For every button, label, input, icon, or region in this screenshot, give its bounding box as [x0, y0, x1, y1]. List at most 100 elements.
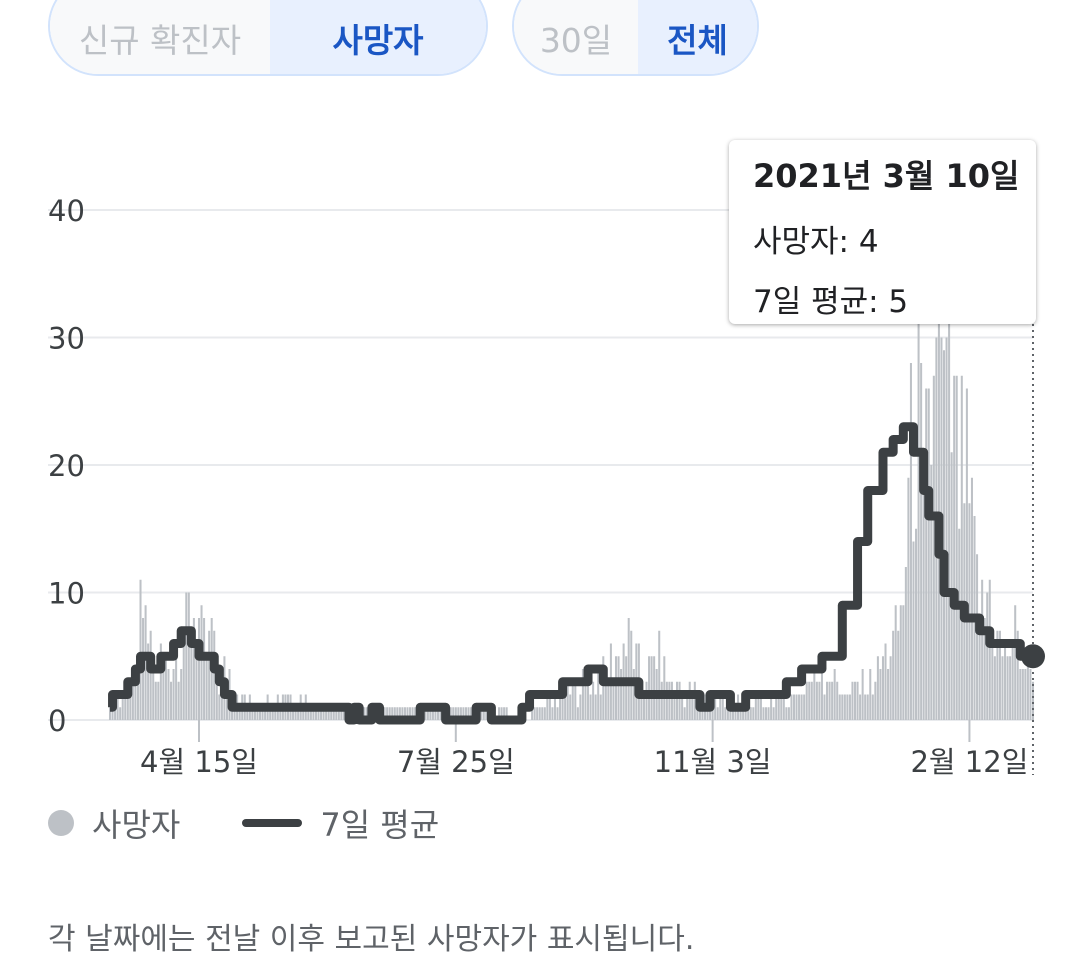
tab-deaths[interactable]: 사망자: [270, 0, 486, 74]
tab-all[interactable]: 전체: [638, 0, 757, 74]
tooltip-average: 7일 평균: 5: [753, 284, 909, 320]
death-bar: [1009, 656, 1012, 720]
death-bar: [398, 707, 401, 720]
death-bar: [917, 312, 920, 720]
death-bar: [645, 681, 648, 720]
death-bar: [330, 707, 333, 720]
death-bar: [1026, 656, 1029, 720]
death-bar: [294, 707, 297, 720]
bar-series: [108, 299, 1035, 720]
death-bar: [454, 707, 457, 720]
death-bar: [314, 707, 317, 720]
death-bar: [841, 694, 844, 720]
death-bar: [238, 707, 241, 720]
y-tick-label: 0: [48, 704, 66, 738]
death-bar: [195, 643, 198, 720]
death-bar: [200, 605, 203, 720]
death-bar: [154, 681, 157, 720]
death-bar: [426, 707, 429, 720]
death-bar: [838, 694, 841, 720]
death-bar: [271, 707, 274, 720]
death-bar: [1011, 643, 1014, 720]
death-bar: [815, 681, 818, 720]
death-bar: [134, 669, 137, 720]
death-bar: [604, 669, 607, 720]
death-bar: [894, 605, 897, 720]
death-bar: [459, 707, 462, 720]
death-bar: [686, 694, 689, 720]
death-bar: [213, 630, 216, 720]
death-bar: [876, 656, 879, 720]
death-bar: [833, 669, 836, 720]
death-bar: [632, 669, 635, 720]
death-bar: [693, 681, 696, 720]
y-tick-label: 30: [48, 322, 85, 356]
death-bar: [922, 452, 925, 720]
death-bar: [792, 694, 796, 720]
legend-bar-swatch: [48, 810, 74, 836]
death-bar: [108, 707, 112, 720]
deaths-chart[interactable]: 0 10 20 30 40 4월 15일 7월 25일 11월 3일 2월 12일: [0, 0, 1080, 800]
death-bar: [159, 643, 162, 720]
death-bar: [810, 681, 813, 720]
tab-30-days[interactable]: 30일: [514, 0, 638, 74]
death-bar: [920, 363, 923, 720]
death-bar: [602, 656, 605, 720]
death-bar: [620, 669, 623, 720]
death-bar: [559, 694, 562, 720]
death-bar: [805, 681, 808, 720]
death-bar: [937, 299, 940, 720]
death-bar: [970, 477, 973, 720]
death-bar: [172, 669, 175, 720]
death-bar: [831, 681, 834, 720]
death-bar: [856, 681, 859, 720]
death-bar: [795, 694, 798, 720]
death-bar: [429, 707, 432, 720]
death-bar: [383, 707, 386, 720]
death-bar: [869, 669, 872, 720]
death-bar: [683, 707, 686, 720]
death-bar: [668, 681, 671, 720]
death-bar: [861, 669, 864, 720]
hover-marker: [1021, 644, 1045, 669]
death-bar: [480, 707, 483, 720]
death-bar: [256, 707, 259, 720]
death-bar: [406, 707, 409, 720]
death-bar: [747, 707, 750, 720]
death-bar: [915, 528, 918, 720]
death-bar: [716, 707, 719, 720]
death-bar: [744, 707, 747, 720]
death-bar: [129, 694, 132, 720]
death-bar: [1006, 656, 1009, 720]
death-bar: [1001, 656, 1004, 720]
death-bar: [988, 579, 991, 720]
death-bar: [246, 707, 249, 720]
death-bar: [279, 707, 282, 720]
death-bar: [978, 630, 981, 720]
death-bar: [912, 541, 915, 720]
death-bar: [986, 592, 989, 720]
death-bar: [533, 707, 536, 720]
y-tick-label: 10: [48, 577, 85, 611]
death-bar: [136, 656, 139, 720]
death-bar: [566, 681, 569, 720]
death-bar: [297, 707, 300, 720]
death-bar: [607, 681, 610, 720]
death-bar: [561, 681, 564, 720]
death-bar: [302, 707, 305, 720]
death-bar: [648, 656, 651, 720]
death-bar: [612, 681, 615, 720]
death-bar: [853, 681, 857, 720]
death-bar: [431, 707, 434, 720]
death-bar: [665, 681, 668, 720]
death-bar: [208, 630, 211, 720]
tab-new-cases[interactable]: 신규 확진자: [50, 0, 270, 74]
death-bar: [820, 669, 823, 720]
death-bar: [719, 694, 722, 720]
death-bar: [930, 465, 933, 720]
death-bar: [464, 707, 467, 720]
death-bar: [579, 694, 582, 720]
death-bar: [177, 681, 180, 720]
death-bar: [538, 707, 541, 720]
death-bar: [309, 707, 312, 720]
